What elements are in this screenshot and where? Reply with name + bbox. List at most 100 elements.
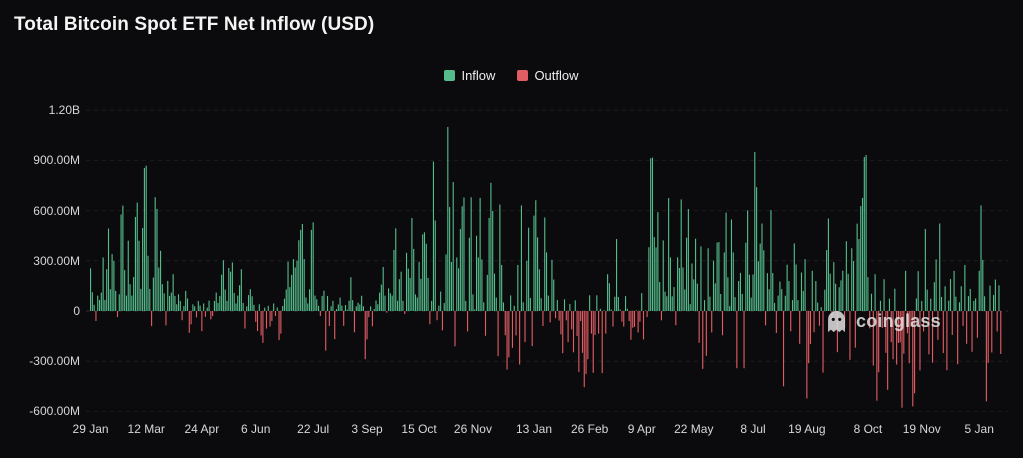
bar-inflow	[662, 240, 664, 311]
bar-inflow	[100, 292, 102, 311]
bar-inflow	[998, 285, 1000, 311]
bar-outflow	[790, 311, 792, 332]
legend-item-inflow[interactable]: Inflow	[444, 68, 495, 83]
y-axis-label: -600.00M	[29, 404, 80, 419]
x-axis-label: 6 Jun	[241, 422, 271, 436]
bar-inflow	[752, 274, 754, 311]
bar-inflow	[172, 274, 174, 311]
bar-inflow	[856, 223, 858, 311]
bar-inflow	[127, 240, 129, 311]
bar-outflow	[919, 311, 921, 371]
legend-item-outflow[interactable]: Outflow	[517, 68, 579, 83]
bar-inflow	[741, 293, 743, 311]
bar-inflow	[416, 297, 418, 311]
bar-inflow	[247, 295, 250, 311]
bar-inflow	[418, 261, 420, 311]
bar-inflow	[935, 259, 937, 311]
bar-inflow	[235, 303, 237, 311]
bar-outflow	[265, 311, 268, 329]
bar-outflow	[116, 311, 119, 318]
bar-inflow	[339, 297, 341, 311]
bar-inflow	[732, 252, 734, 311]
bar-inflow	[563, 299, 566, 311]
bar-inflow	[149, 288, 151, 311]
bar-inflow	[192, 304, 194, 311]
bar-inflow	[228, 268, 230, 311]
bar-inflow	[422, 234, 424, 311]
bar-outflow	[1000, 311, 1002, 354]
x-axis-label: 22 Jul	[297, 422, 330, 436]
bar-inflow	[98, 299, 101, 311]
bar-inflow	[973, 300, 975, 311]
bar-inflow	[535, 200, 537, 311]
bar-inflow	[125, 295, 128, 311]
bar-inflow	[969, 288, 971, 311]
bar-inflow	[318, 305, 320, 311]
bar-outflow	[991, 311, 993, 353]
bar-inflow	[510, 295, 512, 311]
bar-inflow	[425, 243, 427, 311]
bar-inflow	[747, 210, 749, 311]
bar-inflow	[414, 294, 417, 311]
bar-outflow	[508, 311, 510, 358]
bar-inflow	[657, 212, 659, 311]
bar-inflow	[858, 239, 860, 311]
bar-inflow	[310, 229, 312, 311]
bar-outflow	[204, 311, 207, 317]
bar-inflow	[833, 262, 835, 311]
bar-inflow	[224, 289, 226, 311]
bar-inflow	[230, 271, 232, 311]
bar-inflow	[104, 299, 106, 311]
bar-inflow	[921, 300, 923, 311]
bar-inflow	[102, 257, 104, 311]
bar-outflow	[809, 311, 812, 344]
bar-outflow	[506, 311, 508, 370]
bar-outflow	[951, 311, 953, 335]
bar-inflow	[113, 260, 115, 311]
bar-outflow	[601, 311, 603, 374]
bar-inflow	[398, 279, 400, 311]
bar-outflow	[585, 311, 587, 374]
x-axis-label: 19 Nov	[902, 422, 941, 436]
bar-inflow	[772, 273, 774, 311]
bar-inflow	[240, 269, 242, 311]
bar-inflow	[477, 257, 479, 311]
bar-inflow	[540, 298, 542, 311]
bar-inflow	[253, 304, 255, 311]
bar-inflow	[757, 261, 759, 311]
bar-inflow	[375, 300, 377, 311]
bar-outflow	[274, 311, 277, 317]
bar-inflow	[635, 310, 637, 311]
bar-inflow	[624, 296, 627, 311]
bar-inflow	[894, 288, 896, 311]
bar-inflow	[924, 229, 926, 311]
x-axis-label: 8 Oct	[853, 422, 883, 436]
bar-outflow	[404, 311, 406, 315]
bar-outflow	[554, 311, 557, 319]
bar-inflow	[860, 206, 862, 311]
bar-outflow	[576, 311, 578, 337]
bar-inflow	[362, 306, 364, 311]
bar-inflow	[468, 237, 470, 311]
bar-inflow	[301, 223, 303, 311]
bar-inflow	[680, 199, 682, 311]
bar-outflow	[721, 311, 724, 336]
bar-inflow	[350, 277, 352, 311]
bar-inflow	[614, 296, 616, 311]
y-axis-label: 1.20B	[48, 103, 80, 118]
bar-inflow	[251, 296, 253, 311]
bar-inflow	[687, 209, 689, 311]
bar-outflow	[165, 311, 167, 326]
bar-inflow	[226, 300, 228, 311]
bar-inflow	[463, 197, 465, 311]
x-axis-label: 22 May	[674, 422, 714, 436]
bar-inflow	[294, 267, 296, 311]
y-axis-label: 0	[73, 304, 80, 318]
bar-inflow	[529, 297, 531, 311]
bar-outflow	[549, 311, 551, 323]
bar-inflow	[346, 309, 348, 311]
bar-outflow	[831, 311, 833, 320]
bar-outflow	[985, 311, 987, 402]
bar-outflow	[353, 311, 356, 333]
